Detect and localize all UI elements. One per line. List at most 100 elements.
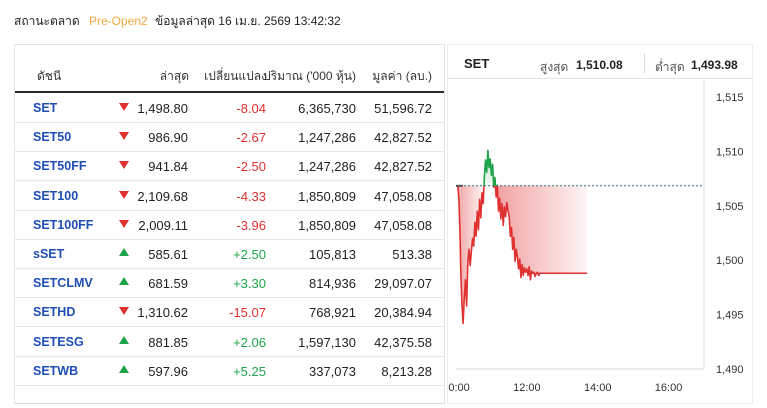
gain-line — [483, 149, 495, 186]
volume: 1,247,286 — [298, 159, 356, 175]
triangle-up-icon — [119, 335, 129, 344]
table-row[interactable]: SET 1,498.80 -8.04 6,365,730 51,596.72 — [15, 94, 444, 123]
trade-value: 51,596.72 — [374, 101, 432, 116]
volume: 1,597,130 — [298, 334, 356, 350]
price-change: +2.06 — [233, 334, 266, 350]
table-header: ดัชนี ล่าสุด เปลี่ยนแปลง ปริมาณ ('000 หุ… — [15, 45, 444, 93]
triangle-up-icon — [119, 248, 129, 256]
header-last[interactable]: ล่าสุด — [159, 69, 189, 83]
last-price: 681.59 — [148, 276, 188, 292]
market-status-label: สถานะตลาด — [14, 14, 80, 28]
high-label: สูงสุด — [540, 60, 569, 74]
loss-line — [456, 185, 485, 325]
volume: 337,073 — [309, 363, 356, 379]
x-tick-label: 10:00 — [448, 382, 470, 394]
price-change: -4.33 — [236, 188, 266, 204]
volume: 6,365,730 — [298, 101, 356, 116]
trade-value: 42,375.58 — [374, 334, 432, 350]
trade-value: 29,097.07 — [374, 276, 432, 292]
trade-value: 47,058.08 — [374, 188, 432, 204]
volume: 105,813 — [309, 247, 356, 262]
index-symbol-link[interactable]: SET50 — [33, 130, 72, 145]
last-updated-text: ข้อมูลล่าสุด 16 เม.ย. 2569 13:42:32 — [155, 14, 341, 28]
volume: 814,936 — [309, 276, 356, 292]
trade-value: 513.38 — [392, 247, 432, 262]
header-volume[interactable]: ปริมาณ ('000 หุ้น) — [263, 69, 356, 83]
table-row[interactable]: SETESG 881.85 +2.06 1,597,130 42,375.58 — [15, 328, 444, 357]
x-tick-label: 12:00 — [513, 382, 541, 394]
last-price: 597.96 — [148, 363, 188, 379]
table-row[interactable]: SET50FF 941.84 -2.50 1,247,286 42,827.52 — [15, 152, 444, 182]
triangle-down-icon — [119, 190, 129, 199]
header-divider — [644, 53, 645, 73]
table-row[interactable]: SETWB 597.96 +5.25 337,073 8,213.28 — [15, 357, 444, 386]
chart-header: SET สูงสุด 1,510.08 ต่ำสุด 1,493.98 — [448, 45, 752, 79]
last-price: 2,009.11 — [138, 217, 188, 233]
trade-value: 47,058.08 — [374, 217, 432, 233]
y-tick-label: 1,490 — [716, 364, 744, 376]
chart-title: SET — [464, 56, 490, 71]
y-tick-label: 1,515 — [716, 92, 744, 104]
last-price: 2,109.68 — [137, 188, 188, 204]
y-tick-label: 1,500 — [716, 255, 744, 267]
price-change: -2.67 — [236, 130, 266, 146]
last-price: 941.84 — [148, 159, 188, 175]
triangle-up-icon — [119, 364, 129, 373]
last-price: 1,498.80 — [137, 101, 188, 116]
trade-value: 42,827.52 — [374, 159, 432, 175]
table-row[interactable]: SET100 2,109.68 -4.33 1,850,809 47,058.08 — [15, 182, 444, 211]
triangle-down-icon — [119, 219, 129, 228]
triangle-down-icon — [119, 307, 129, 316]
header-index[interactable]: ดัชนี — [37, 69, 62, 83]
triangle-down-icon — [119, 161, 129, 170]
index-symbol-link[interactable]: SET100FF — [33, 217, 94, 232]
price-change: +2.50 — [233, 247, 266, 262]
y-tick-label: 1,505 — [716, 201, 744, 213]
table-row[interactable]: SETHD 1,310.62 -15.07 768,921 20,384.94 — [15, 298, 444, 328]
price-change: -15.07 — [229, 305, 266, 321]
index-symbol-link[interactable]: SET — [33, 101, 58, 115]
trade-value: 8,213.28 — [381, 363, 432, 379]
loss-line — [496, 185, 588, 281]
index-symbol-link[interactable]: SETHD — [33, 305, 76, 320]
index-table: ดัชนี ล่าสุด เปลี่ยนแปลง ปริมาณ ('000 หุ… — [14, 44, 445, 404]
header-value[interactable]: มูลค่า (ลบ.) — [372, 69, 432, 83]
index-symbol-link[interactable]: SETWB — [33, 363, 79, 378]
low-label: ต่ำสุด — [655, 60, 685, 74]
price-change: -2.50 — [236, 159, 266, 175]
table-row[interactable]: sSET 585.61 +2.50 105,813 513.38 — [15, 240, 444, 269]
index-symbol-link[interactable]: SETESG — [33, 334, 84, 349]
trade-value: 20,384.94 — [374, 305, 432, 321]
volume: 768,921 — [309, 305, 356, 321]
y-tick-label: 1,495 — [716, 310, 744, 322]
volume: 1,850,809 — [298, 188, 356, 204]
price-change: -3.96 — [236, 217, 266, 233]
low-value: 1,493.98 — [691, 58, 738, 72]
index-symbol-link[interactable]: sSET — [33, 247, 65, 261]
x-tick-label: 14:00 — [584, 382, 612, 394]
high-value: 1,510.08 — [576, 58, 623, 72]
index-symbol-link[interactable]: SETCLMV — [33, 276, 93, 291]
x-tick-label: 16:00 — [655, 382, 683, 394]
header-change[interactable]: เปลี่ยนแปลง — [204, 69, 267, 83]
intraday-line-chart[interactable]: 1,490 1,495 1,500 1,505 1,510 1,515 10:00 12:00… — [448, 80, 752, 404]
set-chart-panel: SET สูงสุด 1,510.08 ต่ำสุด 1,493.98 1,49… — [447, 44, 753, 404]
y-tick-label: 1,510 — [716, 146, 744, 158]
market-status-value: Pre-Open2 — [89, 14, 148, 28]
last-price: 585.61 — [148, 247, 188, 262]
triangle-down-icon — [119, 103, 129, 111]
volume: 1,850,809 — [298, 217, 356, 233]
index-symbol-link[interactable]: SET100 — [33, 188, 79, 203]
last-price: 1,310.62 — [137, 305, 188, 321]
last-price: 881.85 — [148, 334, 188, 350]
table-row[interactable]: SETCLMV 681.59 +3.30 814,936 29,097.07 — [15, 269, 444, 299]
price-change: +3.30 — [233, 276, 266, 292]
trade-value: 42,827.52 — [374, 130, 432, 146]
gain-line — [493, 176, 497, 186]
table-row[interactable]: SET50 986.90 -2.67 1,247,286 42,827.52 — [15, 123, 444, 153]
index-symbol-link[interactable]: SET50FF — [33, 159, 87, 174]
triangle-down-icon — [119, 132, 129, 141]
table-row[interactable]: SET100FF 2,009.11 -3.96 1,850,809 47,058.08 — [15, 211, 444, 240]
volume: 1,247,286 — [298, 130, 356, 146]
price-change: -8.04 — [236, 101, 266, 116]
